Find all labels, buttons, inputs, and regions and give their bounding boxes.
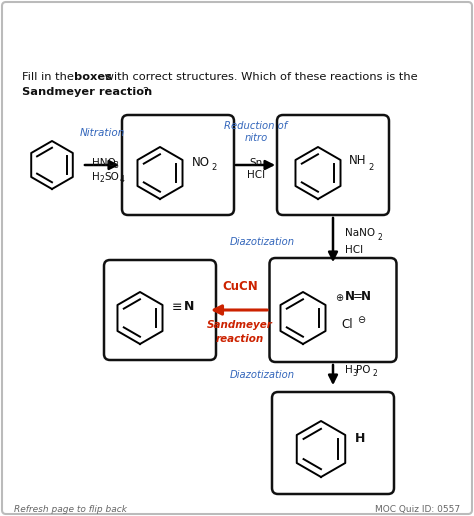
- Text: Nitration: Nitration: [79, 128, 125, 138]
- Text: Fill in the: Fill in the: [22, 72, 78, 82]
- FancyBboxPatch shape: [104, 260, 216, 360]
- Text: Reduction of: Reduction of: [224, 121, 288, 131]
- Text: 2: 2: [211, 164, 216, 172]
- Text: N: N: [184, 300, 194, 314]
- FancyBboxPatch shape: [272, 392, 394, 494]
- Text: reaction: reaction: [216, 334, 264, 344]
- Text: NaNO: NaNO: [345, 228, 375, 238]
- Text: PO: PO: [356, 365, 371, 375]
- FancyBboxPatch shape: [277, 115, 389, 215]
- Text: CuCN: CuCN: [222, 280, 258, 293]
- Text: Sandmeyer reaction: Sandmeyer reaction: [22, 87, 152, 97]
- Text: 3: 3: [352, 369, 357, 379]
- Text: Diazotization: Diazotization: [230, 237, 295, 247]
- Text: Refresh page to flip back: Refresh page to flip back: [14, 505, 127, 514]
- Text: Sn: Sn: [249, 158, 263, 168]
- Text: H: H: [92, 172, 100, 182]
- FancyBboxPatch shape: [270, 258, 396, 362]
- Text: H: H: [345, 365, 353, 375]
- Text: NO: NO: [192, 156, 210, 169]
- Text: HCl: HCl: [345, 245, 363, 255]
- FancyBboxPatch shape: [122, 115, 234, 215]
- Text: Sandmeyer: Sandmeyer: [207, 320, 273, 330]
- Text: Cl: Cl: [341, 317, 353, 331]
- Text: HCl: HCl: [247, 170, 265, 180]
- Text: boxes: boxes: [74, 72, 112, 82]
- Text: =: =: [353, 291, 363, 303]
- Text: H: H: [355, 432, 365, 445]
- Text: HNO: HNO: [92, 158, 116, 168]
- Text: Diazotization: Diazotization: [230, 370, 295, 380]
- Text: 2: 2: [373, 369, 378, 379]
- Text: ?: ?: [142, 87, 148, 97]
- Text: ⊕: ⊕: [335, 293, 343, 303]
- Text: MOC Quiz ID: 0557: MOC Quiz ID: 0557: [375, 505, 460, 514]
- Text: SO: SO: [104, 172, 119, 182]
- Text: 2: 2: [378, 233, 383, 241]
- Text: N: N: [361, 291, 371, 303]
- Text: ⊖: ⊖: [357, 315, 365, 325]
- Text: N: N: [345, 291, 355, 303]
- Text: ≡: ≡: [172, 300, 182, 314]
- Text: 2: 2: [100, 175, 105, 184]
- Text: with correct structures. Which of these reactions is the: with correct structures. Which of these …: [101, 72, 418, 82]
- Text: 3: 3: [113, 161, 118, 170]
- Text: 4: 4: [120, 175, 125, 184]
- Text: NH: NH: [349, 154, 366, 168]
- Text: nitro: nitro: [245, 133, 268, 143]
- Text: 2: 2: [368, 163, 373, 171]
